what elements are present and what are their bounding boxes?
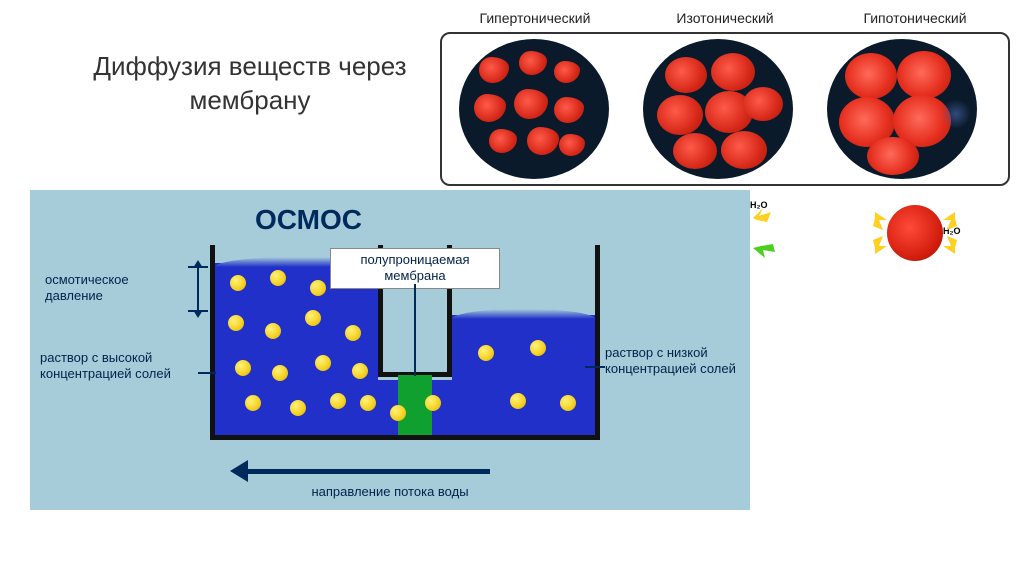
header-hypertonic: Гипертонический	[445, 10, 625, 26]
arrow-hypotonic: H₂O	[825, 198, 1005, 268]
pressure-marker	[188, 262, 208, 316]
header-hypotonic: Гипотонический	[825, 10, 1005, 26]
header-isotonic: Изотонический	[635, 10, 815, 26]
dish-isotonic	[626, 34, 810, 184]
cells-headers: Гипертонический Изотонический Гипотониче…	[440, 10, 1010, 26]
label-flow: направление потока воды	[260, 484, 520, 500]
dish-hypertonic	[442, 34, 626, 184]
flow-arrow	[230, 460, 490, 482]
osmosis-title: ОСМОС	[255, 204, 362, 236]
label-membrane: полупроницаемая мембрана	[330, 248, 500, 289]
label-high-conc: раствор с высокой концентрацией солей	[40, 350, 200, 383]
label-low-conc: раствор с низкой концентрацией солей	[605, 345, 745, 378]
label-pressure: осмотическое давление	[45, 272, 175, 305]
osmosis-panel: ОСМОС осмотическое давление полупроницае…	[30, 190, 750, 510]
cells-row	[440, 32, 1010, 186]
page-title: Диффузия веществ через мембрану	[90, 50, 410, 118]
dish-hypotonic	[810, 34, 994, 184]
